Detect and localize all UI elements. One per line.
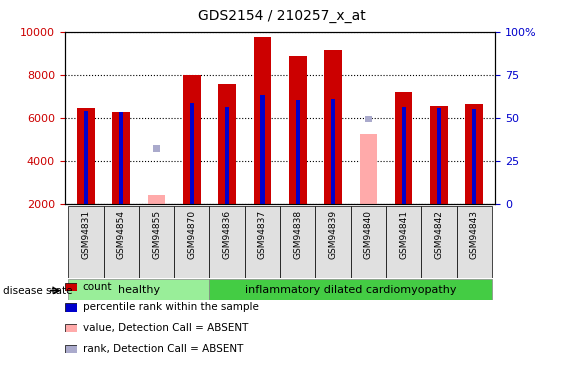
- Bar: [245, 206, 280, 278]
- Bar: [209, 279, 492, 300]
- Text: GSM94836: GSM94836: [222, 210, 231, 259]
- Bar: [84, 111, 88, 204]
- Bar: [430, 106, 448, 204]
- Text: GSM94841: GSM94841: [399, 210, 408, 259]
- Text: GSM94870: GSM94870: [187, 210, 196, 259]
- Bar: [395, 92, 413, 204]
- Bar: [113, 112, 130, 204]
- Bar: [119, 112, 123, 204]
- Bar: [209, 206, 245, 278]
- Text: GSM94855: GSM94855: [152, 210, 161, 259]
- Bar: [139, 206, 174, 278]
- Bar: [174, 206, 209, 278]
- Bar: [315, 206, 351, 278]
- Bar: [324, 50, 342, 204]
- Bar: [253, 37, 271, 204]
- Bar: [183, 75, 200, 204]
- Text: GSM94831: GSM94831: [82, 210, 91, 259]
- Bar: [331, 99, 335, 204]
- Bar: [68, 206, 104, 278]
- Text: disease state: disease state: [3, 286, 72, 296]
- Bar: [296, 100, 300, 204]
- Bar: [457, 206, 492, 278]
- Bar: [466, 104, 483, 204]
- Text: GSM94840: GSM94840: [364, 210, 373, 259]
- Bar: [401, 107, 406, 204]
- Text: GSM94843: GSM94843: [470, 210, 479, 259]
- Text: healthy: healthy: [118, 285, 160, 295]
- Bar: [77, 108, 95, 204]
- Bar: [68, 279, 209, 300]
- Bar: [289, 56, 307, 204]
- Bar: [218, 84, 236, 204]
- Text: GSM94842: GSM94842: [435, 210, 444, 259]
- Text: GSM94838: GSM94838: [293, 210, 302, 259]
- Text: rank, Detection Call = ABSENT: rank, Detection Call = ABSENT: [83, 344, 243, 354]
- Bar: [472, 109, 476, 204]
- Bar: [351, 206, 386, 278]
- Text: inflammatory dilated cardiomyopathy: inflammatory dilated cardiomyopathy: [245, 285, 457, 295]
- Bar: [280, 206, 315, 278]
- Text: count: count: [83, 282, 112, 292]
- Bar: [104, 206, 139, 278]
- Bar: [153, 145, 160, 152]
- Bar: [190, 103, 194, 204]
- Bar: [437, 108, 441, 204]
- Bar: [225, 107, 229, 204]
- Text: GDS2154 / 210257_x_at: GDS2154 / 210257_x_at: [198, 9, 365, 23]
- Text: value, Detection Call = ABSENT: value, Detection Call = ABSENT: [83, 323, 248, 333]
- Bar: [365, 116, 372, 122]
- Text: GSM94839: GSM94839: [329, 210, 338, 259]
- Bar: [360, 134, 377, 204]
- Bar: [260, 96, 265, 204]
- Text: GSM94837: GSM94837: [258, 210, 267, 259]
- Bar: [148, 195, 166, 204]
- Text: percentile rank within the sample: percentile rank within the sample: [83, 303, 258, 312]
- Bar: [421, 206, 457, 278]
- Bar: [386, 206, 421, 278]
- Text: GSM94854: GSM94854: [117, 210, 126, 259]
